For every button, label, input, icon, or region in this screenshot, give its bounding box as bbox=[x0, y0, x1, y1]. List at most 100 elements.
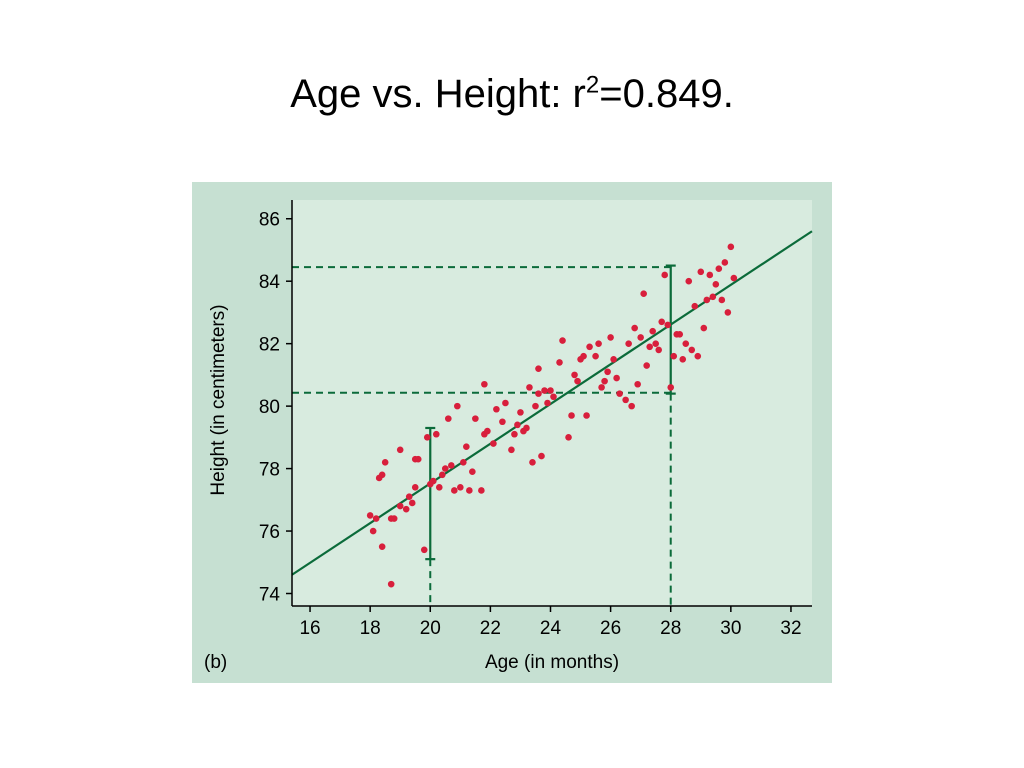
data-point-71 bbox=[595, 340, 602, 347]
data-point-79 bbox=[622, 396, 629, 404]
data-point-93 bbox=[664, 321, 672, 329]
x-tick-labels: 16 18 20 22 24 26 28 30 32 bbox=[299, 618, 801, 639]
x-tick-label-1: 18 bbox=[360, 618, 381, 639]
x-axis-label: Age (in months) bbox=[485, 652, 619, 673]
data-point-13 bbox=[405, 493, 413, 500]
scatter-figure: 16 18 20 22 24 26 28 30 32 74 76 78 80 82 84 86 Age (i… bbox=[192, 182, 832, 683]
data-point-106 bbox=[703, 296, 711, 304]
data-point-5 bbox=[378, 471, 386, 479]
data-point-64 bbox=[571, 371, 578, 379]
data-point-28 bbox=[451, 487, 458, 494]
data-point-47 bbox=[517, 409, 524, 416]
data-point-50 bbox=[526, 384, 533, 391]
data-point-22 bbox=[432, 430, 440, 438]
x-tick-label-7: 30 bbox=[720, 618, 741, 639]
data-point-58 bbox=[547, 387, 554, 394]
data-point-54 bbox=[535, 365, 542, 372]
data-point-100 bbox=[685, 277, 693, 285]
x-tick-label-5: 26 bbox=[600, 618, 621, 639]
data-point-110 bbox=[715, 265, 723, 273]
data-point-46 bbox=[514, 421, 521, 429]
y-axis-label: Height (in centimeters) bbox=[208, 304, 229, 495]
data-point-29 bbox=[454, 402, 461, 410]
data-point-23 bbox=[435, 484, 443, 491]
y-tick-label-5: 84 bbox=[259, 272, 281, 293]
data-point-112 bbox=[721, 259, 729, 266]
data-point-104 bbox=[697, 268, 705, 276]
data-point-63 bbox=[568, 412, 575, 419]
y-tick-label-6: 86 bbox=[259, 210, 280, 231]
data-point-4 bbox=[378, 543, 386, 550]
y-tick-label-2: 78 bbox=[259, 460, 280, 481]
data-point-107 bbox=[706, 271, 714, 279]
data-point-99 bbox=[682, 340, 690, 347]
data-point-78 bbox=[616, 390, 623, 397]
data-point-115 bbox=[730, 274, 738, 282]
data-point-56 bbox=[541, 387, 548, 394]
data-point-70 bbox=[592, 352, 599, 360]
data-point-14 bbox=[408, 499, 416, 507]
data-point-40 bbox=[490, 440, 497, 447]
data-point-18 bbox=[420, 546, 428, 554]
data-point-24 bbox=[438, 471, 446, 479]
slide-title-main: Age vs. Height: r bbox=[290, 72, 586, 116]
data-point-44 bbox=[508, 446, 515, 454]
y-tick-label-4: 82 bbox=[259, 335, 280, 356]
x-tick-label-4: 24 bbox=[540, 618, 562, 639]
data-point-9 bbox=[390, 515, 398, 522]
data-point-35 bbox=[472, 415, 479, 422]
data-point-91 bbox=[658, 318, 666, 326]
data-point-57 bbox=[544, 399, 551, 407]
data-point-33 bbox=[466, 487, 473, 494]
data-point-86 bbox=[643, 362, 650, 369]
data-point-73 bbox=[601, 377, 608, 385]
data-point-97 bbox=[676, 330, 684, 338]
data-point-105 bbox=[700, 324, 708, 332]
y-tick-label-3: 80 bbox=[259, 397, 280, 418]
data-point-32 bbox=[463, 443, 470, 451]
data-point-114 bbox=[727, 243, 735, 251]
data-point-72 bbox=[598, 384, 605, 391]
data-point-75 bbox=[607, 334, 614, 341]
y-tick-labels: 74 76 78 80 82 84 86 bbox=[259, 210, 281, 606]
data-point-26 bbox=[445, 415, 452, 422]
data-point-51 bbox=[529, 459, 536, 466]
data-point-0 bbox=[366, 512, 374, 519]
panel-label: (b) bbox=[204, 652, 227, 673]
data-point-89 bbox=[652, 340, 659, 347]
data-point-6 bbox=[381, 459, 389, 466]
data-point-31 bbox=[460, 459, 467, 466]
data-point-84 bbox=[637, 334, 644, 341]
x-tick-label-2: 20 bbox=[420, 618, 441, 639]
data-point-69 bbox=[586, 343, 593, 351]
data-point-61 bbox=[559, 337, 566, 344]
data-point-52 bbox=[532, 402, 539, 410]
data-point-65 bbox=[574, 377, 581, 385]
data-point-108 bbox=[709, 293, 717, 301]
data-point-59 bbox=[550, 393, 557, 401]
data-point-39 bbox=[484, 427, 491, 435]
slide-title: Age vs. Height: r2=0.849. bbox=[0, 72, 1024, 117]
data-point-7 bbox=[387, 580, 395, 588]
data-point-45 bbox=[511, 430, 518, 438]
data-point-68 bbox=[583, 412, 590, 419]
data-point-38 bbox=[481, 380, 488, 388]
data-point-77 bbox=[613, 374, 620, 382]
data-point-74 bbox=[604, 368, 611, 376]
data-point-62 bbox=[565, 434, 572, 441]
data-point-41 bbox=[493, 405, 500, 413]
data-point-101 bbox=[688, 346, 696, 354]
reference-lines bbox=[292, 266, 672, 606]
data-point-88 bbox=[649, 327, 656, 335]
data-point-81 bbox=[628, 402, 635, 410]
data-point-30 bbox=[457, 484, 464, 491]
slide-title-superscript: 2 bbox=[585, 71, 600, 99]
data-point-17 bbox=[414, 455, 422, 463]
y-tick-label-0: 74 bbox=[259, 585, 281, 606]
data-point-90 bbox=[655, 346, 663, 354]
data-point-19 bbox=[423, 434, 431, 441]
data-point-55 bbox=[538, 452, 545, 460]
data-point-25 bbox=[441, 465, 449, 472]
data-point-98 bbox=[679, 355, 687, 363]
y-tick-label-1: 76 bbox=[259, 522, 280, 543]
